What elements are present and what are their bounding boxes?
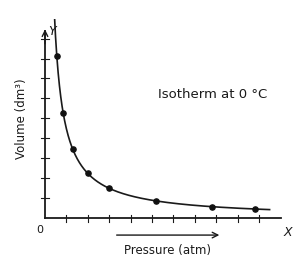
- Point: [85, 171, 90, 176]
- Text: Y: Y: [48, 24, 56, 38]
- Point: [107, 186, 112, 190]
- Point: [61, 111, 66, 115]
- Text: Pressure (atm): Pressure (atm): [124, 244, 212, 257]
- Text: Volume (dm³): Volume (dm³): [15, 78, 28, 159]
- Point: [70, 147, 75, 152]
- Text: 0: 0: [36, 225, 43, 235]
- Point: [252, 207, 257, 211]
- Point: [54, 53, 59, 58]
- Text: Isotherm at 0 °C: Isotherm at 0 °C: [158, 88, 267, 101]
- Text: X: X: [284, 226, 292, 239]
- Point: [154, 199, 159, 203]
- Point: [209, 204, 214, 209]
